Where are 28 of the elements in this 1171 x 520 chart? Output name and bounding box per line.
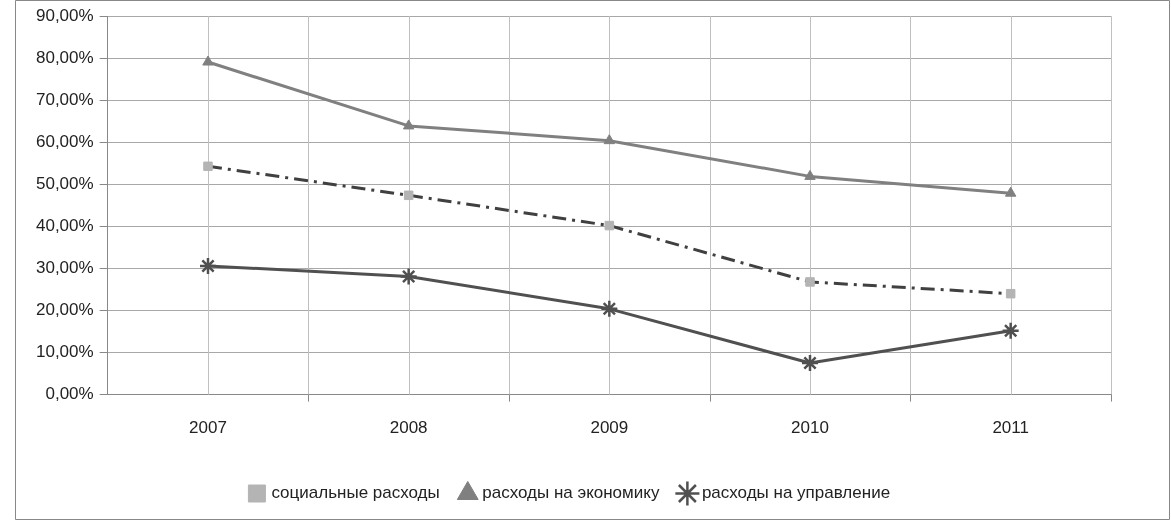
point xyxy=(603,134,616,145)
point xyxy=(399,267,418,286)
x-tick-label: 2009 xyxy=(590,418,629,438)
legend-label: социальные расходы xyxy=(271,483,440,503)
y-tick-label: 60,00% xyxy=(35,132,94,152)
point xyxy=(1001,321,1020,340)
y-tick-label: 30,00% xyxy=(35,258,94,278)
legend-label: расходы на экономику xyxy=(482,483,660,503)
x-tick-label: 2011 xyxy=(992,418,1029,438)
point xyxy=(600,299,619,319)
point xyxy=(402,119,415,130)
y-tick-label: 50,00% xyxy=(35,174,94,194)
y-tick-label: 10,00% xyxy=(35,342,94,362)
point xyxy=(1004,186,1017,197)
point xyxy=(804,169,816,180)
legend-label: расходы на управление xyxy=(701,483,891,503)
x-tick-label: 2007 xyxy=(189,418,227,438)
x-tick-label: 2010 xyxy=(791,418,829,438)
y-tick-label: 90,00% xyxy=(35,5,94,25)
point xyxy=(800,353,820,373)
y-tick-label: 40,00% xyxy=(35,216,94,236)
y-tick-label: 70,00% xyxy=(35,89,94,109)
point xyxy=(198,256,218,276)
x-tick-label: 2008 xyxy=(389,418,428,438)
y-tick-label: 0,00% xyxy=(45,384,94,404)
y-tick-label: 80,00% xyxy=(35,47,94,67)
point xyxy=(202,55,214,66)
y-tick-label: 20,00% xyxy=(35,300,94,320)
